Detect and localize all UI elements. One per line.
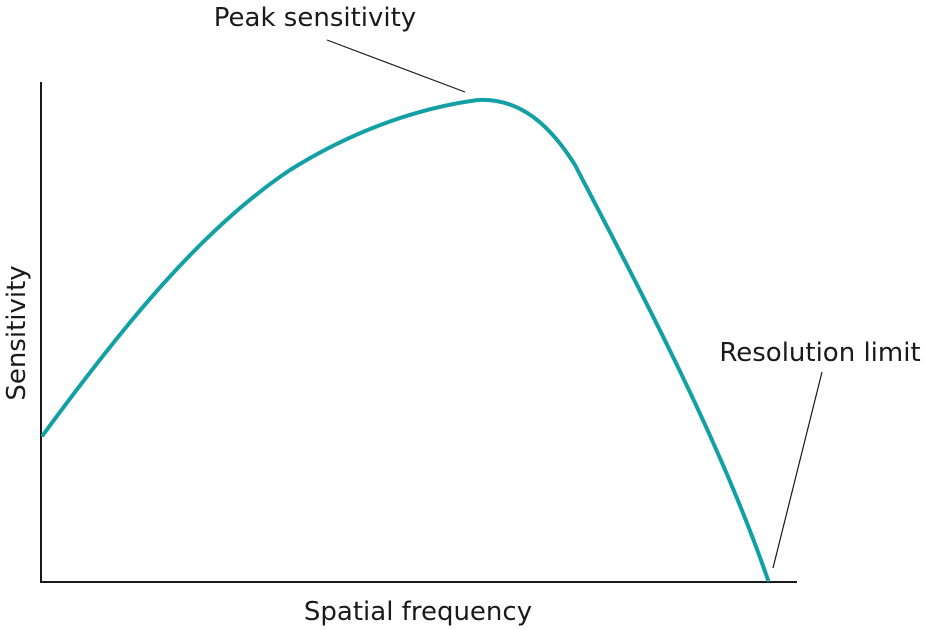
sensitivity-curve [41, 97, 770, 582]
limit-label: Resolution limit [719, 338, 920, 368]
y-axis-label: Sensitivity [2, 265, 32, 400]
limit-leader [772, 371, 823, 569]
x-axis-label: Spatial frequency [304, 597, 532, 627]
peak-label: Peak sensitivity [214, 3, 416, 33]
peak-leader [326, 39, 466, 93]
